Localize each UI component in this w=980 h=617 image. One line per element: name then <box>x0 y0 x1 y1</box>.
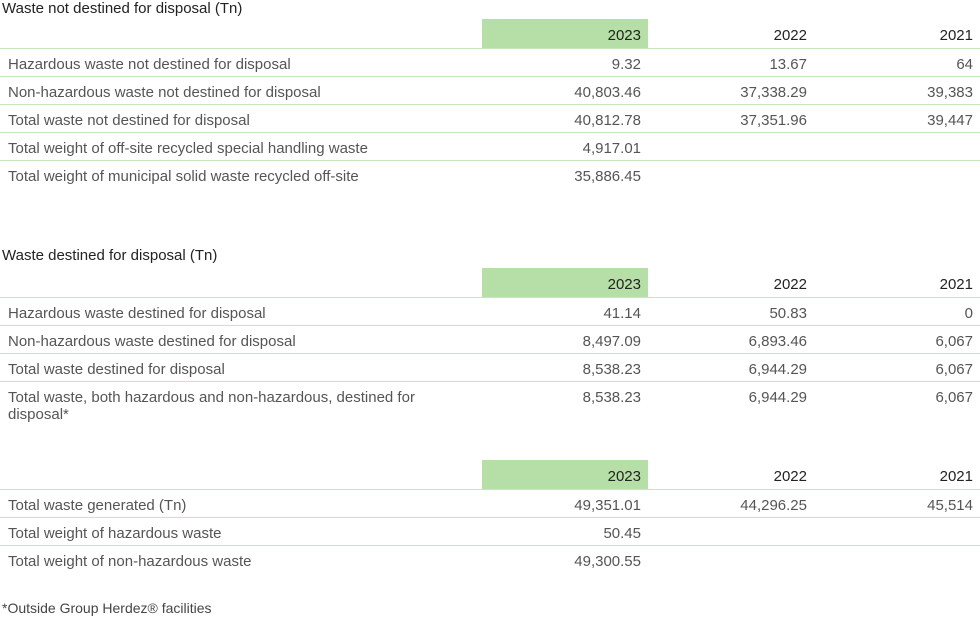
row-value-2022: 6,944.29 <box>748 388 807 406</box>
row-value-2021: 0 <box>814 297 980 326</box>
header-row: 2023 2022 2021 <box>0 19 980 49</box>
row-value-2021 <box>814 160 980 188</box>
row-label: Total weight of non-hazardous waste <box>8 552 252 570</box>
row-value-2023: 9.32 <box>482 48 648 77</box>
year-header-2021: 2021 <box>814 460 980 490</box>
row-value-2023: 41.14 <box>482 297 648 326</box>
row-value-2022: 13.67 <box>648 48 814 77</box>
row-label: Total waste generated (Tn) <box>0 489 482 518</box>
row-value-2023: 8,497.09 <box>482 325 648 354</box>
row-label: Non-hazardous waste not destined for dis… <box>0 76 482 105</box>
row-value-2021 <box>814 545 980 573</box>
row-value-2023: 4,917.01 <box>482 132 648 161</box>
year-header-2023: 2023 <box>482 268 648 298</box>
header-blank <box>0 19 482 49</box>
row-value-2022 <box>648 545 814 573</box>
row-value-2023: 49,300.55 <box>574 552 641 570</box>
header-blank <box>0 268 482 298</box>
row-value-2023: 49,351.01 <box>482 489 648 518</box>
row-value-2023: 40,812.78 <box>482 104 648 133</box>
row-value-2022: 50.83 <box>648 297 814 326</box>
year-header-2023: 2023 <box>482 19 648 49</box>
row-value-2022: 37,351.96 <box>648 104 814 133</box>
section-title-disposal: Waste destined for disposal (Tn) <box>2 247 218 264</box>
year-header-2022: 2022 <box>648 460 814 490</box>
row-label: Total weight of municipal solid waste re… <box>8 167 359 185</box>
row-value-2021: 39,447 <box>814 104 980 133</box>
row-value-2021 <box>814 517 980 546</box>
row-value-2023: 35,886.45 <box>574 167 641 185</box>
row-label: Total waste, both hazardous and non-haza… <box>8 388 415 423</box>
row-value-2022 <box>648 517 814 546</box>
row-value-2023: 50.45 <box>482 517 648 546</box>
table-row: Non-hazardous waste not destined for dis… <box>0 76 980 105</box>
row-label: Hazardous waste destined for disposal <box>0 297 482 326</box>
row-value-2022: 6,893.46 <box>648 325 814 354</box>
table-row: Total waste generated (Tn) 49,351.01 44,29… <box>0 489 980 518</box>
row-label: Non-hazardous waste destined for disposa… <box>0 325 482 354</box>
year-header-2022: 2022 <box>648 268 814 298</box>
row-value-2021: 45,514 <box>814 489 980 518</box>
table-row: Total weight of off-site recycled specia… <box>0 132 980 161</box>
table-destined-for-disposal: 2023 2022 2021 Hazardous waste destined for… <box>0 268 980 429</box>
year-header-2022: 2022 <box>648 19 814 49</box>
row-label: Total weight of off-site recycled specia… <box>0 132 482 161</box>
year-header-2021: 2021 <box>814 19 980 49</box>
year-header-2023: 2023 <box>482 460 648 490</box>
footnote: *Outside Group Herdez® facilities <box>2 600 212 616</box>
row-value-2021: 6,067 <box>814 325 980 354</box>
row-value-2022 <box>648 132 814 161</box>
year-header-2021: 2021 <box>814 268 980 298</box>
row-value-2021: 6,067 <box>935 388 973 406</box>
header-row: 2023 2022 2021 <box>0 460 980 490</box>
section-title-not-disposal: Waste not destined for disposal (Tn) <box>2 0 243 17</box>
table-row: Hazardous waste destined for disposal 41.… <box>0 297 980 326</box>
table-row: Total waste, both hazardous and non-haza… <box>0 381 980 429</box>
header-row: 2023 2022 2021 <box>0 268 980 298</box>
table-row: Total weight of hazardous waste 50.45 <box>0 517 980 546</box>
table-total-waste: 2023 2022 2021 Total waste generated (Tn) 49… <box>0 460 980 573</box>
table-row: Total waste destined for disposal 8,538.2… <box>0 353 980 382</box>
row-value-2021: 39,383 <box>814 76 980 105</box>
row-value-2022: 6,944.29 <box>648 353 814 382</box>
table-row: Total weight of municipal solid waste re… <box>0 160 980 188</box>
row-value-2023: 8,538.23 <box>482 353 648 382</box>
row-value-2021: 6,067 <box>814 353 980 382</box>
row-value-2022: 37,338.29 <box>648 76 814 105</box>
table-row: Hazardous waste not destined for disposa… <box>0 48 980 77</box>
row-value-2021 <box>814 132 980 161</box>
row-label: Total waste destined for disposal <box>0 353 482 382</box>
row-label: Hazardous waste not destined for disposa… <box>0 48 482 77</box>
row-value-2022 <box>648 160 814 188</box>
header-blank <box>0 460 482 490</box>
table-row: Total waste not destined for disposal 40,… <box>0 104 980 133</box>
table-not-destined-for-disposal: 2023 2022 2021 Hazardous waste not destined… <box>0 19 980 188</box>
row-label: Total weight of hazardous waste <box>0 517 482 546</box>
row-value-2021: 64 <box>814 48 980 77</box>
table-row: Non-hazardous waste destined for disposa… <box>0 325 980 354</box>
row-label: Total waste not destined for disposal <box>0 104 482 133</box>
row-value-2022: 44,296.25 <box>648 489 814 518</box>
table-row: Total weight of non-hazardous waste 49,30… <box>0 545 980 573</box>
row-value-2023: 40,803.46 <box>482 76 648 105</box>
row-value-2023: 8,538.23 <box>582 388 641 406</box>
